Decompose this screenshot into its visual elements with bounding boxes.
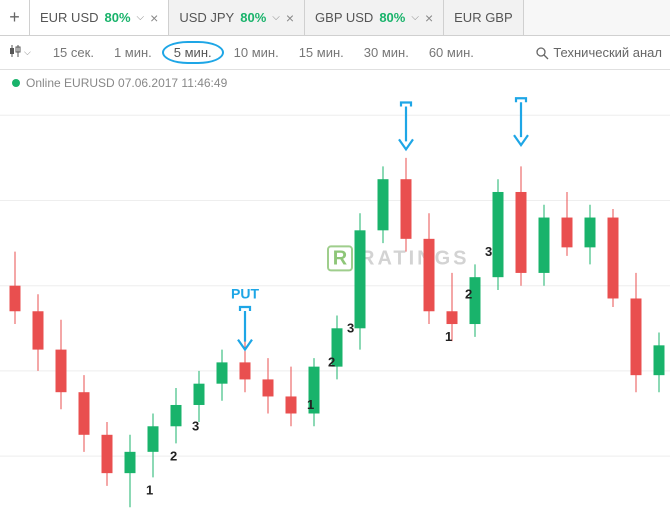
tab-pair: EUR GBP bbox=[454, 10, 513, 25]
svg-text:R: R bbox=[333, 247, 348, 269]
tab-eur-gbp[interactable]: EUR GBP bbox=[444, 0, 524, 35]
svg-text:RATINGS: RATINGS bbox=[360, 247, 470, 269]
svg-text:PUT: PUT bbox=[231, 285, 259, 301]
timeframe-5m[interactable]: 5 мин. bbox=[162, 41, 224, 64]
tab-pct: 80% bbox=[105, 10, 131, 25]
svg-text:1: 1 bbox=[445, 329, 452, 344]
timeframe-60m[interactable]: 60 мин. bbox=[419, 41, 484, 64]
tab-pct: 80% bbox=[379, 10, 405, 25]
chevron-down-icon[interactable]: ⌵ bbox=[411, 12, 419, 23]
close-icon[interactable]: × bbox=[150, 10, 158, 26]
status-row: Online EURUSD 07.06.2017 11:46:49 bbox=[0, 70, 670, 96]
candlestick-chart[interactable]: RRATINGSPUTPUTPUT123123123 bbox=[0, 94, 670, 520]
add-tab-button[interactable]: + bbox=[0, 0, 30, 35]
close-icon[interactable]: × bbox=[286, 10, 294, 26]
svg-text:3: 3 bbox=[192, 419, 199, 434]
timeframe-15s[interactable]: 15 сек. bbox=[43, 41, 104, 64]
tab-pct: 80% bbox=[240, 10, 266, 25]
chart-type-selector[interactable]: ⌵ bbox=[8, 44, 31, 61]
svg-text:3: 3 bbox=[347, 321, 354, 336]
chevron-down-icon[interactable]: ⌵ bbox=[272, 12, 280, 23]
tab-pair: EUR USD bbox=[40, 10, 99, 25]
timeframe-15m[interactable]: 15 мин. bbox=[289, 41, 354, 64]
tab-gbp-usd[interactable]: GBP USD 80% ⌵ × bbox=[305, 0, 444, 35]
svg-text:2: 2 bbox=[465, 286, 472, 301]
tab-pair: GBP USD bbox=[315, 10, 373, 25]
analysis-label: Технический анал bbox=[553, 45, 662, 60]
search-icon bbox=[535, 46, 549, 60]
svg-text:1: 1 bbox=[307, 397, 314, 412]
toolbar: ⌵ 15 сек. 1 мин. 5 мин. 10 мин. 15 мин. … bbox=[0, 36, 670, 70]
svg-text:2: 2 bbox=[328, 355, 335, 370]
timeframe-10m[interactable]: 10 мин. bbox=[224, 41, 289, 64]
status-text: Online EURUSD 07.06.2017 11:46:49 bbox=[26, 76, 227, 90]
close-icon[interactable]: × bbox=[425, 10, 433, 26]
chevron-down-icon: ⌵ bbox=[24, 47, 31, 58]
online-dot-icon bbox=[12, 79, 20, 87]
svg-text:2: 2 bbox=[170, 448, 177, 463]
timeframe-30m[interactable]: 30 мин. bbox=[354, 41, 419, 64]
svg-text:3: 3 bbox=[485, 244, 492, 259]
tab-usd-jpy[interactable]: USD JPY 80% ⌵ × bbox=[169, 0, 305, 35]
tab-bar: + EUR USD 80% ⌵ × USD JPY 80% ⌵ × GBP US… bbox=[0, 0, 670, 36]
timeframe-1m[interactable]: 1 мин. bbox=[104, 41, 162, 64]
tab-eur-usd[interactable]: EUR USD 80% ⌵ × bbox=[30, 0, 169, 35]
svg-text:PUT: PUT bbox=[392, 94, 420, 97]
svg-text:1: 1 bbox=[146, 482, 153, 497]
tab-pair: USD JPY bbox=[179, 10, 234, 25]
technical-analysis-button[interactable]: Технический анал bbox=[535, 45, 662, 60]
chevron-down-icon[interactable]: ⌵ bbox=[137, 12, 145, 23]
candlestick-icon bbox=[8, 44, 22, 61]
